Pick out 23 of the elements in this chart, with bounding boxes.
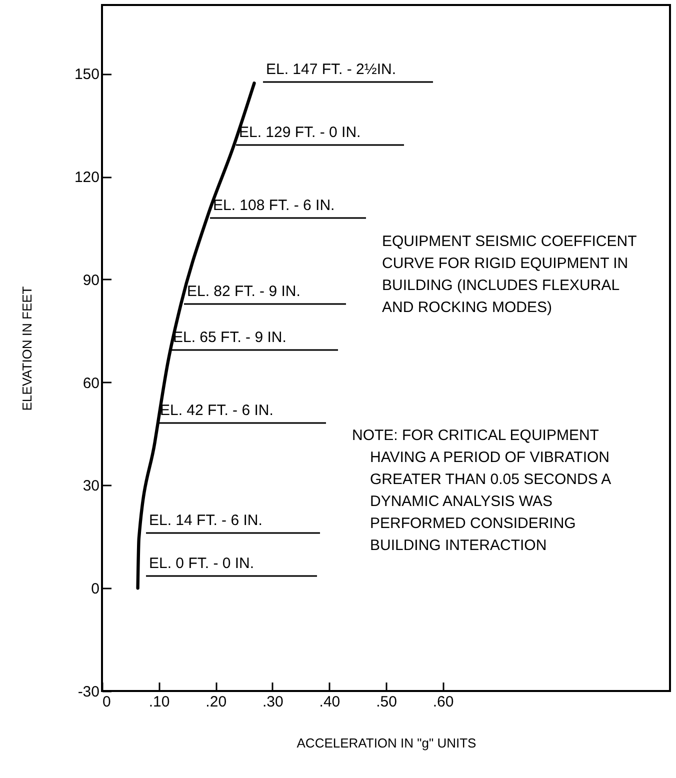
annotation: EQUIPMENT SEISMIC COEFFICENT CURVE FOR RIGID EQUIPMENT IN BUILDING (INCLUDES FLEXURAL AND ROCKING MODES) <box>382 233 637 316</box>
y-tick-label: 60 <box>82 374 100 392</box>
y-tick-label: 30 <box>82 478 100 495</box>
y-tick-label: 90 <box>82 272 100 289</box>
annotation: EL. 147 FT. - 2½IN. <box>266 61 396 78</box>
annotation: NOTE: FOR CRITICAL EQUIPMENT HAVING A PERIOD OF VIBRATION GREATER THAN 0.05 SECONDS A DYNAMIC ANALYSIS WAS PERFORMED CONSIDERING BUILDING INTERACTION <box>352 427 612 554</box>
annotation: EL. 14 FT. - 6 IN. <box>149 512 262 529</box>
x-tick-label: .50 <box>376 694 397 710</box>
y-axis-title: ELEVATION IN FEET <box>19 286 34 411</box>
x-axis-title: ACCELERATION IN "g" UNITS <box>296 736 477 750</box>
annotation: EL. 0 FT. - 0 IN. <box>149 555 254 572</box>
x-tick-label: .10 <box>148 694 170 710</box>
y-tick-label: 150 <box>74 66 100 84</box>
y-tick-label: 0 <box>91 580 100 598</box>
y-tick-label: 120 <box>74 169 100 186</box>
x-tick-label: .40 <box>319 694 340 710</box>
x-tick-label: .60 <box>432 694 454 710</box>
annotation: EL. 108 FT. - 6 IN. <box>213 197 335 214</box>
y-tick-label: -30 <box>78 684 100 700</box>
x-tick-label: .20 <box>206 694 227 710</box>
x-tick-label: .30 <box>262 694 284 710</box>
annotation: EL. 82 FT. - 9 IN. <box>187 283 300 300</box>
x-tick-label: 0 <box>102 694 111 710</box>
